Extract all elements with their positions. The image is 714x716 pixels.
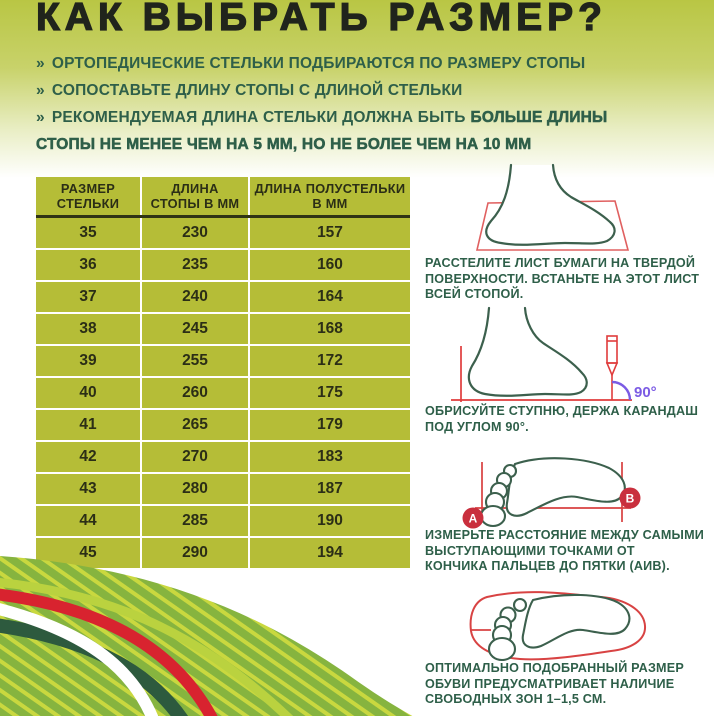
foot-side-outline bbox=[467, 306, 588, 397]
table-row: 38 245 168 bbox=[36, 312, 410, 345]
table-cell: 40 bbox=[36, 376, 141, 409]
bullet-list: » ОРТОПЕДИЧЕСКИЕ СТЕЛЬКИ ПОДБИРАЮТСЯ ПО Р… bbox=[36, 50, 704, 158]
bullet-text-strong: БОЛЬШЕ ДЛИНЫ bbox=[470, 109, 608, 127]
table-cell: 41 bbox=[36, 408, 141, 441]
table-row: 35 230 157 bbox=[36, 215, 410, 249]
size-table-body: 35 230 157 36 235 160 37 240 164 38 245 168 39 255 172… bbox=[36, 215, 410, 568]
bullet-text-strong: СТОПЫ НЕ МЕНЕЕ ЧЕМ НА 5 ММ, НО НЕ БОЛЕЕ … bbox=[36, 136, 532, 154]
wave-chartreuse-band bbox=[0, 578, 294, 716]
column-header-insole-size: РАЗМЕР СТЕЛЬКИ bbox=[36, 177, 141, 218]
table-cell: 245 bbox=[140, 312, 249, 345]
decorative-wave-graphic bbox=[0, 556, 470, 716]
table-cell: 39 bbox=[36, 344, 141, 377]
step-caption: ОБРИСУЙТЕ СТУПНЮ, ДЕРЖА КАРАНДАШ ПОД УГЛ… bbox=[425, 404, 699, 434]
table-cell: 265 bbox=[140, 408, 249, 441]
table-row: 44 285 190 bbox=[36, 504, 410, 537]
table-row: 39 255 172 bbox=[36, 344, 410, 377]
bullet-item: » ОРТОПЕДИЧЕСКИЕ СТЕЛЬКИ ПОДБИРАЮТСЯ ПО Р… bbox=[36, 50, 704, 77]
table-cell: 35 bbox=[36, 215, 141, 249]
table-cell: 190 bbox=[248, 504, 410, 537]
table-row: 41 265 179 bbox=[36, 408, 410, 441]
step-caption: ИЗМЕРЬТЕ РАССТОЯНИЕ МЕЖДУ САМЫМИ ВЫСТУПА… bbox=[425, 528, 705, 574]
point-b-badge: В bbox=[619, 487, 641, 509]
wave-hatched-band bbox=[0, 556, 470, 716]
size-table: РАЗМЕР СТЕЛЬКИ ДЛИНА СТОПЫ В ММ ДЛИНА ПО… bbox=[36, 177, 410, 568]
table-cell: 164 bbox=[248, 280, 410, 313]
table-row: 36 235 160 bbox=[36, 248, 410, 281]
table-row: 43 280 187 bbox=[36, 472, 410, 505]
table-cell: 157 bbox=[248, 215, 410, 249]
table-cell: 280 bbox=[140, 472, 249, 505]
table-cell: 168 bbox=[248, 312, 410, 345]
table-cell: 179 bbox=[248, 408, 410, 441]
page-title: КАК ВЫБРАТЬ РАЗМЕР? bbox=[35, 0, 607, 40]
footprint-outline bbox=[487, 593, 631, 662]
table-cell: 38 bbox=[36, 312, 141, 345]
table-cell: 37 bbox=[36, 280, 141, 313]
foot-on-paper-illustration bbox=[475, 163, 630, 251]
table-cell: 43 bbox=[36, 472, 141, 505]
wave-red-band bbox=[0, 588, 218, 716]
table-cell: 235 bbox=[140, 248, 249, 281]
column-header-foot-length: ДЛИНА СТОПЫ В ММ bbox=[140, 177, 249, 218]
step-caption: РАССТЕЛИТЕ ЛИСТ БУМАГИ НА ТВЕРДОЙ ПОВЕРХ… bbox=[425, 256, 700, 302]
table-cell: 187 bbox=[248, 472, 410, 505]
bullet-text: РЕКОМЕНДУЕМАЯ ДЛИНА СТЕЛЬКИ ДОЛЖНА БЫТЬ bbox=[51, 109, 466, 126]
table-cell: 160 bbox=[248, 248, 410, 281]
table-row: 37 240 164 bbox=[36, 280, 410, 313]
table-cell: 230 bbox=[140, 215, 249, 249]
angle-arc bbox=[611, 380, 632, 401]
footprint-measure-illustration: А В bbox=[462, 457, 641, 529]
table-cell: 172 bbox=[248, 344, 410, 377]
table-cell: 194 bbox=[248, 536, 410, 568]
table-row: 45 290 194 bbox=[36, 536, 410, 568]
table-cell: 44 bbox=[36, 504, 141, 537]
column-header-half-insole-length: ДЛИНА ПОЛУСТЕЛЬКИ В ММ bbox=[248, 177, 410, 218]
table-cell: 285 bbox=[140, 504, 249, 537]
table-row: 40 260 175 bbox=[36, 376, 410, 409]
wave-white-band bbox=[0, 603, 159, 716]
point-a-label: А bbox=[469, 512, 478, 526]
table-cell: 183 bbox=[248, 440, 410, 473]
hero-gradient-background bbox=[0, 0, 714, 178]
table-cell: 240 bbox=[140, 280, 249, 313]
bullet-text: СОПОСТАВЬТЕ ДЛИНУ СТОПЫ С ДЛИНОЙ СТЕЛЬКИ bbox=[51, 82, 463, 99]
table-cell: 42 bbox=[36, 440, 141, 473]
footprint-outline bbox=[479, 457, 626, 528]
bullet-item: » СОПОСТАВЬТЕ ДЛИНУ СТОПЫ С ДЛИНОЙ СТЕЛЬК… bbox=[36, 77, 704, 104]
table-cell: 270 bbox=[140, 440, 249, 473]
footprint-in-shoe-illustration bbox=[469, 591, 647, 662]
pencil-icon bbox=[605, 335, 619, 400]
point-b-label: В bbox=[626, 492, 635, 506]
size-table-header: РАЗМЕР СТЕЛЬКИ ДЛИНА СТОПЫ В ММ ДЛИНА ПО… bbox=[36, 177, 410, 218]
bullet-text: ОРТОПЕДИЧЕСКИЕ СТЕЛЬКИ ПОДБИРАЮТСЯ ПО РА… bbox=[51, 55, 586, 72]
table-cell: 260 bbox=[140, 376, 249, 409]
table-row: 42 270 183 bbox=[36, 440, 410, 473]
bullet-marker: » bbox=[36, 109, 45, 126]
point-a-badge: А bbox=[462, 507, 484, 529]
angle-label: 90° bbox=[634, 384, 657, 401]
table-cell: 175 bbox=[248, 376, 410, 409]
table-cell: 36 bbox=[36, 248, 141, 281]
bullet-item: » РЕКОМЕНДУЕМАЯ ДЛИНА СТЕЛЬКИ ДОЛЖНА БЫТЬ… bbox=[36, 104, 704, 158]
table-cell: 255 bbox=[140, 344, 249, 377]
bullet-marker: » bbox=[36, 82, 45, 99]
step-caption: ОПТИМАЛЬНО ПОДОБРАННЫЙ РАЗМЕР ОБУВИ ПРЕД… bbox=[425, 661, 684, 707]
table-cell: 290 bbox=[140, 536, 249, 568]
bullet-marker: » bbox=[36, 55, 45, 72]
foot-tracing-illustration: 90° bbox=[451, 306, 657, 402]
foot-side-outline bbox=[485, 163, 616, 246]
